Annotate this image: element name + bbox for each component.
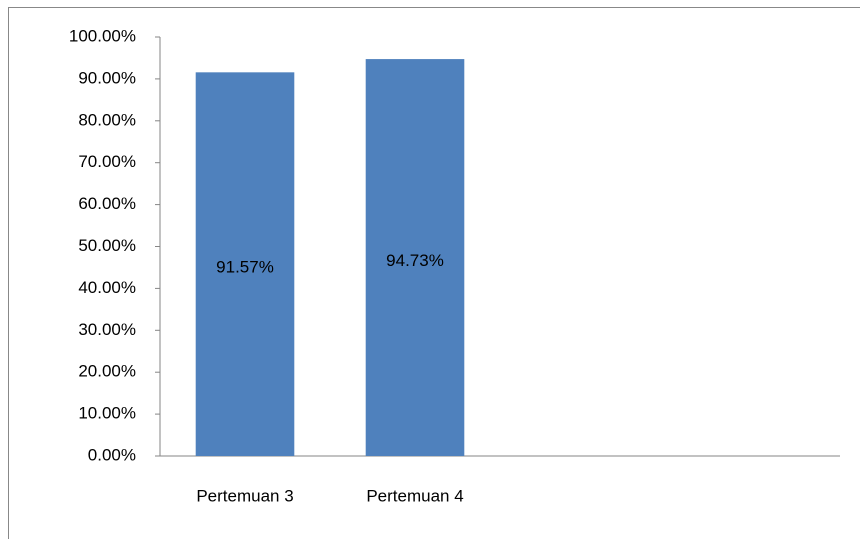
y-tick-label: 30.00% xyxy=(78,320,136,339)
bar xyxy=(195,72,295,456)
y-tick-label: 20.00% xyxy=(78,362,136,381)
y-tick-label: 70.00% xyxy=(78,152,136,171)
y-tick-label: 50.00% xyxy=(78,236,136,255)
bar xyxy=(365,59,465,456)
x-tick-label: Pertemuan 3 xyxy=(196,486,293,505)
y-tick-label: 90.00% xyxy=(78,68,136,87)
y-tick-label: 40.00% xyxy=(78,278,136,297)
y-tick-label: 80.00% xyxy=(78,110,136,129)
y-tick-label: 0.00% xyxy=(88,445,136,464)
chart-frame xyxy=(8,7,860,539)
y-tick-label: 60.00% xyxy=(78,194,136,213)
data-label: 91.57% xyxy=(216,258,274,277)
x-tick-label: Pertemuan 4 xyxy=(366,486,463,505)
y-tick-label: 10.00% xyxy=(78,404,136,423)
y-tick-label: 100.00% xyxy=(69,26,136,45)
data-label: 94.73% xyxy=(386,251,444,270)
